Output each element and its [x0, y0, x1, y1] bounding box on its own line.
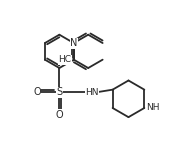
Text: HC: HC: [58, 55, 71, 64]
Text: O: O: [56, 110, 63, 120]
Text: HN: HN: [85, 88, 99, 97]
Text: NH: NH: [146, 104, 160, 113]
Text: O: O: [33, 87, 41, 97]
Text: N: N: [70, 38, 77, 48]
Text: S: S: [56, 87, 62, 97]
